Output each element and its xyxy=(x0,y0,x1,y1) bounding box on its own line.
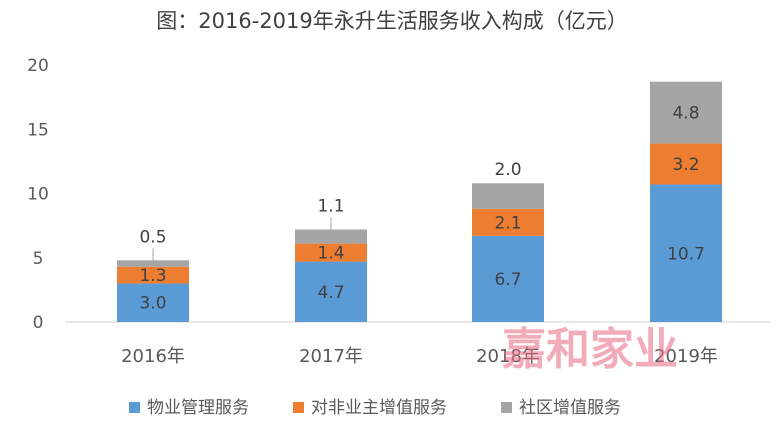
legend: 物业管理服务 对非业主增值服务 社区增值服务 xyxy=(129,398,621,418)
legend-label: 对非业主增值服务 xyxy=(311,398,447,418)
data-label: 1.3 xyxy=(139,266,166,286)
axis-layer: 0 5 10 15 20 2016年 2017年 2018年 2019年 xyxy=(27,56,770,367)
bar-segment xyxy=(117,283,189,322)
y-tick-label: 5 xyxy=(33,249,44,269)
data-label: 1.1 xyxy=(317,196,344,216)
bar-segment xyxy=(295,261,367,322)
data-label: 2.1 xyxy=(494,213,521,233)
bar-segment xyxy=(472,183,544,209)
y-tick-label: 15 xyxy=(27,120,49,140)
legend-label: 社区增值服务 xyxy=(519,398,621,418)
data-label: 3.2 xyxy=(672,155,699,175)
data-label: 3.0 xyxy=(139,294,166,314)
y-tick-label: 20 xyxy=(27,56,49,76)
bar-segment xyxy=(295,229,367,244)
data-label: 6.7 xyxy=(494,270,521,290)
data-label: 0.5 xyxy=(139,227,166,247)
chart-title: 图：2016-2019年永升生活服务收入构成（亿元） xyxy=(156,9,627,33)
y-tick-label: 0 xyxy=(33,313,44,333)
value-labels-layer: 3.0 1.3 0.5 4.7 1.4 1.1 6.7 2.1 2.0 10.7 3.2 4.8 xyxy=(139,104,704,314)
bar-segment xyxy=(472,235,544,322)
legend-swatch xyxy=(293,402,304,413)
legend-swatch xyxy=(129,402,140,413)
bar-segment xyxy=(117,260,189,267)
x-category-label: 2018年 xyxy=(476,346,540,367)
bar-segment xyxy=(117,266,189,284)
data-label: 2.0 xyxy=(494,160,521,180)
bar-segment xyxy=(650,143,722,185)
data-label: 4.7 xyxy=(317,283,344,303)
bar-segment xyxy=(650,81,722,144)
x-category-label: 2017年 xyxy=(299,346,363,367)
data-label: 10.7 xyxy=(667,244,705,264)
legend-swatch xyxy=(501,402,512,413)
y-tick-label: 10 xyxy=(27,185,49,205)
bar-segment xyxy=(295,243,367,262)
x-category-label: 2016年 xyxy=(121,346,185,367)
x-category-label: 2019年 xyxy=(654,346,718,367)
data-label: 4.8 xyxy=(672,104,699,124)
data-label: 1.4 xyxy=(317,244,344,264)
bars-layer xyxy=(117,81,722,322)
bar-segment xyxy=(650,184,722,322)
legend-label: 物业管理服务 xyxy=(147,398,249,418)
bar-segment xyxy=(472,208,544,236)
watermark: 嘉和家业 xyxy=(502,324,678,375)
